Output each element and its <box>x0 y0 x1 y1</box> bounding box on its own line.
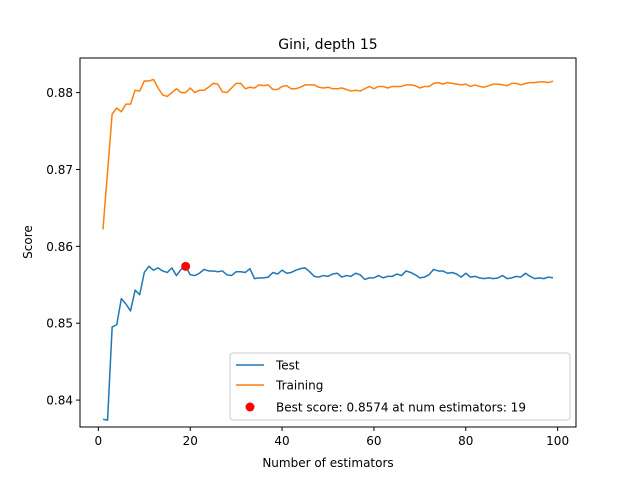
y-tick-label: 0.88 <box>46 86 73 100</box>
x-tick-label: 40 <box>274 434 289 448</box>
y-axis-label: Score <box>21 225 35 259</box>
plot-frame <box>79 57 577 428</box>
series-line-training <box>102 78 554 230</box>
best-score-marker <box>181 261 191 271</box>
x-tick-label: 100 <box>546 434 569 448</box>
x-tick-label: 20 <box>183 434 198 448</box>
y-tick-label: 0.84 <box>46 394 73 408</box>
best-marker-layer <box>181 261 191 271</box>
y-tick-label: 0.85 <box>46 317 73 331</box>
legend-best-marker <box>245 402 255 412</box>
x-tick-label: 60 <box>366 434 381 448</box>
series-line-test <box>102 265 554 421</box>
legend-training-label: Training <box>275 379 323 393</box>
x-tick-label: 0 <box>95 434 103 448</box>
legend-best-label: Best score: 0.8574 at num estimators: 19 <box>276 401 526 415</box>
y-tick-label: 0.86 <box>46 240 73 254</box>
plot-lines <box>102 78 554 421</box>
x-tick-label: 80 <box>458 434 473 448</box>
x-axis-label: Number of estimators <box>262 456 393 470</box>
legend-box <box>229 352 571 421</box>
legend-test-label: Test <box>275 359 300 373</box>
x-axis-ticks: 0 20 40 60 80 100 <box>95 427 569 448</box>
y-axis-ticks: 0.84 0.85 0.86 0.87 0.88 <box>46 86 80 408</box>
chart-title: Gini, depth 15 <box>278 37 377 53</box>
y-tick-label: 0.87 <box>46 163 73 177</box>
legend: Test Training Best score: 0.8574 at num … <box>229 352 571 421</box>
